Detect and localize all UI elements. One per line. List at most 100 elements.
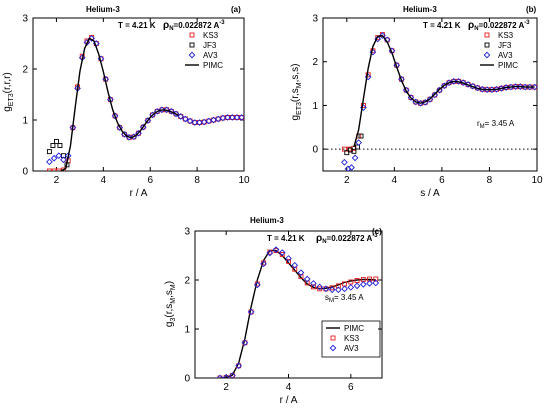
data-point <box>431 91 439 99</box>
data-point <box>344 150 350 156</box>
legend-label: AV3 <box>203 51 218 60</box>
data-point <box>223 375 229 378</box>
y-label-sub: 3 <box>170 318 177 322</box>
data-point <box>46 168 52 171</box>
data-point <box>402 86 410 94</box>
data-point <box>61 167 66 171</box>
data-point <box>150 112 156 118</box>
data-point <box>139 123 147 131</box>
panel-a: 2 4 6 8 10 0 1 2 3 r / A gET3(r,r,r) Helium-3 T = 4.… <box>2 5 250 199</box>
y-label-main: g <box>2 106 13 112</box>
y-label-args-end: ,s,s) <box>290 63 301 82</box>
data-point <box>372 279 380 287</box>
data-point <box>316 283 324 291</box>
y-label-args-sub: M <box>170 298 177 304</box>
data-point <box>182 115 189 123</box>
plot-area <box>216 246 380 378</box>
data-point <box>450 78 458 85</box>
y-tick-label: 2 <box>184 276 190 287</box>
data-point <box>144 117 152 124</box>
y-axis-label: gET3(r,r,r) <box>2 72 15 112</box>
density-value: =0.022872 A <box>174 21 220 30</box>
series-line-pimc <box>60 37 179 171</box>
data-point <box>260 260 267 268</box>
data-point <box>60 156 67 164</box>
series-av3 <box>46 35 244 166</box>
data-point <box>211 117 216 123</box>
chart-title: Helium-3 <box>250 216 284 225</box>
y-label-args-end: ) <box>164 281 175 284</box>
data-point <box>310 284 316 290</box>
x-tick-label: 10 <box>238 175 250 186</box>
panel-letter: (b) <box>526 5 537 14</box>
sm-sub: M <box>329 298 334 304</box>
y-tick-label: 1 <box>184 325 190 336</box>
data-point <box>328 286 336 294</box>
data-point <box>317 286 323 292</box>
density-sub: N <box>474 26 478 32</box>
legend-swatch-square <box>484 32 490 38</box>
legend-swatch-square <box>484 42 490 48</box>
data-point <box>247 308 255 316</box>
y-label-sub: ET3 <box>296 102 303 115</box>
y-label-args-mid: ,s <box>164 290 175 298</box>
data-point <box>116 124 124 131</box>
y-label-args: (r,r,r) <box>2 72 13 93</box>
data-point <box>235 362 242 370</box>
data-point <box>354 278 360 283</box>
data-point <box>521 83 529 91</box>
legend-swatch-diamond <box>188 51 196 59</box>
data-point <box>441 83 447 89</box>
y-tick-label: 3 <box>312 14 318 25</box>
y-label-args: (r,s <box>164 304 175 318</box>
density-label: ρN=0.022872 A-3 <box>316 233 378 245</box>
y-label-args-sub: M <box>296 82 303 88</box>
x-tick-label: 8 <box>194 175 200 186</box>
density-prefix: ρ <box>316 233 322 244</box>
x-tick-label: 4 <box>101 175 107 186</box>
data-point <box>360 102 366 108</box>
data-point <box>186 117 194 125</box>
data-point <box>373 276 379 282</box>
data-point <box>158 106 166 114</box>
data-point <box>46 149 52 155</box>
series-line-pimc <box>353 34 535 148</box>
data-point <box>173 111 179 117</box>
sm-label: sM= 3.45 A <box>325 293 364 304</box>
plot-area <box>46 34 244 171</box>
data-point <box>502 84 510 91</box>
y-label-args-sub2: M <box>170 284 177 290</box>
data-point <box>55 152 63 160</box>
chart-title: Helium-3 <box>86 5 120 14</box>
data-point <box>121 130 128 138</box>
y-tick-label: 2 <box>22 65 28 76</box>
data-point <box>348 164 355 171</box>
data-point <box>292 266 298 272</box>
density-value: =0.022872 A <box>479 21 525 30</box>
data-point <box>121 131 127 137</box>
data-point <box>355 139 363 146</box>
density-exp: -3 <box>219 20 225 26</box>
rm-label: rM= 3.45 A <box>477 119 515 130</box>
data-point <box>298 274 304 280</box>
x-tick-label: 2 <box>223 382 229 393</box>
y-label-sub: ET3 <box>8 93 15 106</box>
rm-value: = 3.45 A <box>485 119 515 128</box>
data-point <box>517 83 524 90</box>
x-tick-label: 4 <box>286 382 292 393</box>
series-pimc <box>219 249 376 378</box>
data-point <box>135 129 142 137</box>
data-point <box>531 83 537 91</box>
data-point <box>279 252 285 257</box>
series-line-pimc <box>219 249 376 378</box>
series-ks3 <box>217 248 379 378</box>
data-point <box>432 92 438 98</box>
y-tick-label: 0 <box>22 167 28 178</box>
data-point <box>512 83 519 90</box>
data-point <box>242 340 248 346</box>
data-point <box>272 246 280 253</box>
y-label-main: g <box>290 115 301 121</box>
